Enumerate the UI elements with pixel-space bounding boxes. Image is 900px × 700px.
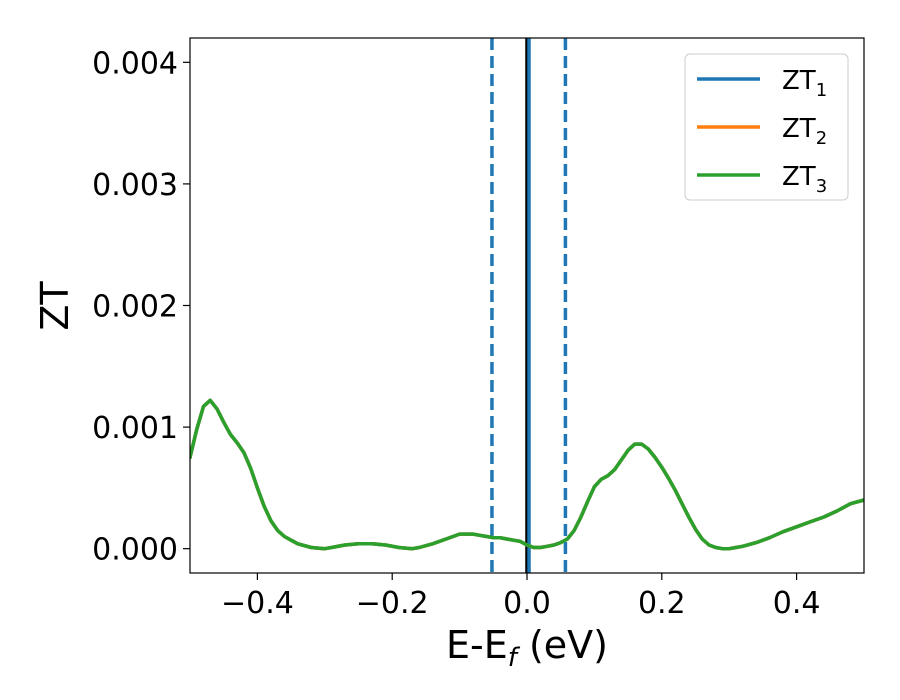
y-tick-label: 0.004 [92, 46, 178, 81]
y-axis-title: ZT [33, 281, 77, 331]
legend-label-zt2: ZT2 [782, 114, 827, 149]
vertical-reference-lines [490, 38, 568, 573]
series-lines [190, 398, 864, 551]
x-tick-label: −0.2 [356, 586, 429, 621]
y-tick-label: 0.000 [92, 533, 178, 568]
x-tick-label: −0.4 [221, 586, 294, 621]
legend-label-zt3: ZT3 [782, 162, 827, 197]
legend: ZT1 ZT2 ZT3 [684, 53, 849, 201]
x-axis-title: E-Ef (eV) [446, 623, 608, 673]
y-axis-ticks: 0.000 0.001 0.002 0.003 0.004 [92, 46, 190, 568]
y-tick-label: 0.002 [92, 290, 178, 325]
legend-label-zt1: ZT1 [782, 66, 827, 101]
x-tick-label: 0.0 [503, 586, 551, 621]
y-tick-label: 0.001 [92, 411, 178, 446]
y-tick-label: 0.003 [92, 168, 178, 203]
x-tick-label: 0.2 [638, 586, 686, 621]
series-line-zt3 [190, 398, 864, 551]
x-axis-ticks: −0.4 −0.2 0.0 0.2 0.4 [221, 573, 820, 621]
legend-box [684, 53, 849, 201]
x-tick-label: 0.4 [773, 586, 821, 621]
